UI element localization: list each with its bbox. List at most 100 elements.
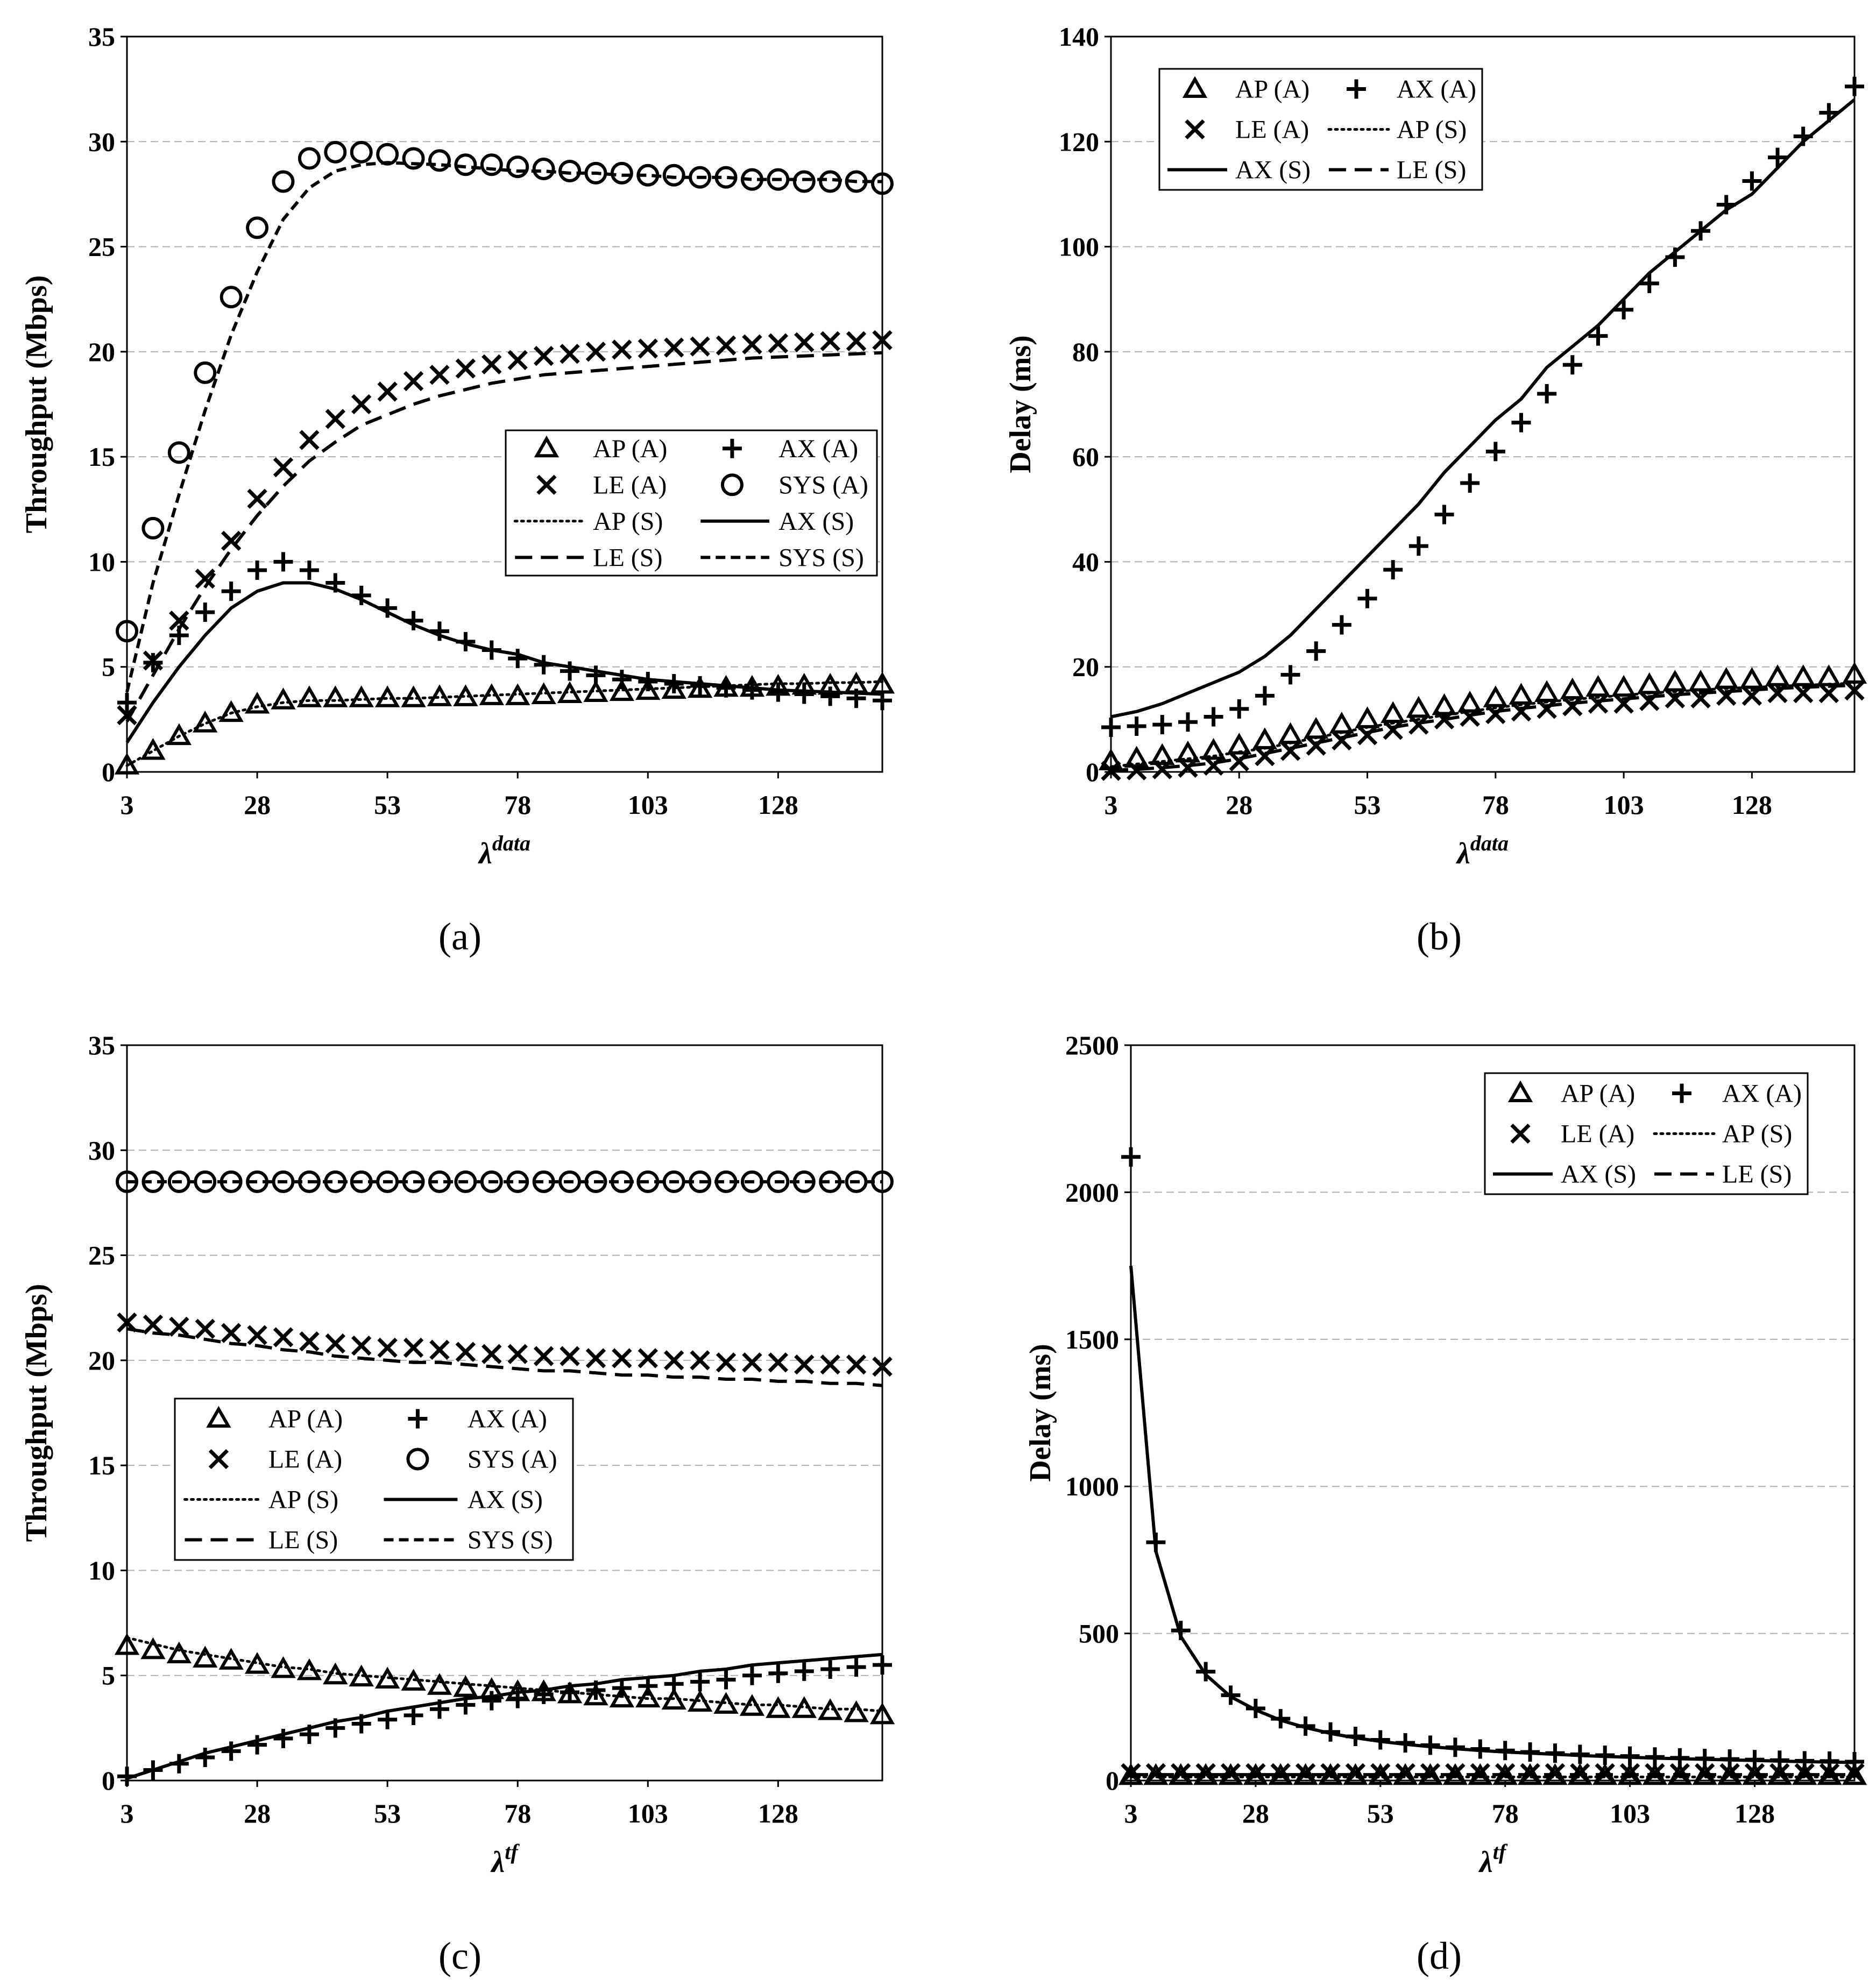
legend-box: [174, 1398, 574, 1561]
data-point: [1150, 743, 1175, 765]
legend-label: LE (S): [1397, 156, 1466, 185]
data-point: [609, 679, 635, 701]
data-point: [664, 1674, 684, 1694]
legend-symbol: [208, 1449, 229, 1470]
data-point: [1395, 1763, 1415, 1784]
legend-item: LE (A): [1510, 1120, 1634, 1148]
x-tick-label: 28: [244, 790, 271, 820]
data-point: [1792, 1763, 1817, 1785]
legend-item: LE (A): [536, 471, 667, 499]
data-point: [117, 1312, 137, 1333]
legend-label: LE (A): [1561, 1120, 1634, 1148]
y-tick-label: 0: [1086, 757, 1099, 787]
data-point: [325, 573, 345, 593]
data-point: [1218, 1763, 1243, 1785]
data-point: [1432, 693, 1457, 715]
data-point: [508, 1689, 528, 1708]
data-point: [1716, 195, 1736, 215]
data-point: [429, 365, 450, 385]
data-point: [480, 153, 503, 176]
legend-symbol: [1672, 1083, 1691, 1103]
legend: AP (A) AX (A) LE (A) SYS (A) AP (S) AX (S) LE …: [174, 1398, 574, 1561]
data-point: [1665, 688, 1686, 708]
legend-label: LE (S): [593, 543, 662, 572]
legend-item: LE (S): [185, 1526, 338, 1555]
data-point: [114, 753, 140, 775]
data-point: [193, 1645, 218, 1668]
data-point: [429, 1339, 450, 1360]
data-point: [116, 620, 138, 643]
data-point: [558, 1170, 582, 1193]
data-point: [560, 1682, 580, 1702]
y-tick-label: 10: [88, 1555, 115, 1585]
data-point: [480, 1170, 503, 1193]
data-point: [299, 561, 319, 580]
data-point: [403, 371, 424, 392]
data-point: [557, 681, 583, 703]
x-tick-label: 3: [121, 790, 134, 820]
data-point: [1420, 1735, 1440, 1755]
legend-item: AX (S): [1493, 1160, 1636, 1189]
data-point: [1619, 1763, 1640, 1784]
data-point: [1332, 615, 1351, 635]
x-tick-label: 103: [628, 790, 668, 820]
legend-label: LE (S): [268, 1526, 338, 1555]
y-tick-label: 0: [102, 757, 115, 787]
data-point: [1639, 691, 1660, 711]
data-point: [1418, 1763, 1443, 1785]
data-point: [1742, 1763, 1767, 1785]
series-markers-le-a-: [117, 330, 893, 726]
data-point: [635, 1685, 661, 1708]
data-point: [273, 1728, 293, 1748]
data-point: [1229, 699, 1249, 719]
data-point: [298, 1170, 321, 1193]
y-tick-label: 120: [1059, 126, 1099, 157]
plot-frame: [126, 36, 883, 773]
data-point: [220, 1170, 243, 1193]
panel-caption: (b): [1417, 915, 1462, 958]
data-point: [350, 140, 373, 164]
x-tick-label: 28: [244, 1798, 271, 1828]
y-tick-label: 100: [1059, 232, 1099, 262]
data-point: [635, 678, 661, 700]
legend-item: AP (A): [1507, 1080, 1635, 1108]
data-point: [169, 626, 189, 646]
legend-symbol: [406, 1448, 429, 1471]
x-tick-label: 53: [374, 790, 401, 820]
legend-label: AX (S): [468, 1486, 543, 1514]
data-point: [560, 344, 580, 364]
data-point: [768, 333, 789, 353]
data-point: [1470, 1739, 1490, 1759]
data-point: [687, 1690, 713, 1712]
data-point: [1457, 691, 1483, 713]
data-point: [1692, 1763, 1717, 1785]
data-point: [429, 1699, 449, 1719]
data-point: [1667, 1763, 1693, 1785]
data-point: [482, 1344, 502, 1364]
data-point: [1617, 1763, 1643, 1785]
data-point: [374, 1666, 400, 1689]
x-tick-label: 128: [1732, 790, 1772, 820]
data-point: [325, 409, 345, 429]
data-point: [820, 686, 840, 706]
legend-item: SYS (A): [406, 1445, 557, 1474]
data-point: [1126, 760, 1147, 781]
x-axis-title: λdata: [1456, 831, 1509, 870]
data-point: [401, 1669, 426, 1691]
data-point: [558, 159, 582, 182]
data-point: [1614, 300, 1634, 320]
data-point: [403, 1337, 424, 1358]
data-point: [794, 1354, 815, 1375]
legend-symbol: [408, 1409, 428, 1429]
data-point: [349, 685, 374, 707]
data-point: [1662, 669, 1688, 692]
y-tick-label: 5: [102, 1661, 115, 1691]
data-point: [482, 1691, 501, 1711]
data-point: [456, 1695, 476, 1715]
data-point: [791, 1696, 817, 1718]
data-point: [1511, 701, 1532, 722]
data-point: [1203, 755, 1224, 776]
data-point: [378, 1710, 398, 1729]
data-point: [221, 1741, 241, 1761]
data-point: [1595, 1763, 1615, 1784]
